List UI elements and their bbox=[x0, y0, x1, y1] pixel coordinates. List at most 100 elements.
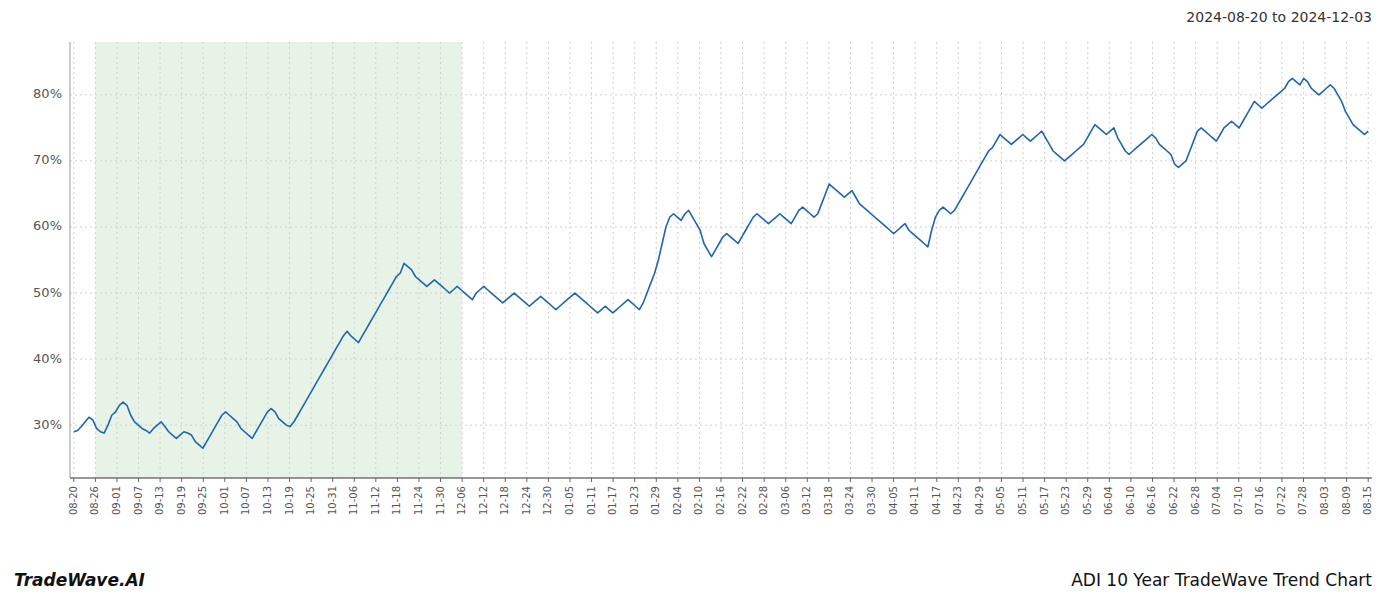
x-tick-label: 06-22 bbox=[1168, 486, 1179, 515]
x-tick bbox=[1130, 478, 1131, 482]
x-tick bbox=[1109, 478, 1110, 482]
x-grid-line bbox=[1087, 42, 1088, 478]
x-tick-label: 02-10 bbox=[693, 486, 704, 515]
x-tick bbox=[1368, 478, 1369, 482]
x-grid-line bbox=[1066, 42, 1067, 478]
x-tick-label: 12-06 bbox=[456, 486, 467, 515]
x-grid-line bbox=[95, 42, 96, 478]
x-tick-label: 05-11 bbox=[1017, 486, 1028, 515]
x-tick-label: 07-10 bbox=[1233, 486, 1244, 515]
x-tick bbox=[1152, 478, 1153, 482]
y-tick-label: 50% bbox=[33, 285, 62, 300]
x-grid-line bbox=[828, 42, 829, 478]
x-grid-line bbox=[1174, 42, 1175, 478]
grid bbox=[70, 42, 1372, 478]
x-tick-label: 08-26 bbox=[89, 486, 100, 515]
x-tick-label: 06-28 bbox=[1190, 486, 1201, 515]
y-tick-label: 60% bbox=[33, 218, 62, 233]
x-tick-label: 02-16 bbox=[715, 486, 726, 515]
x-tick bbox=[289, 478, 290, 482]
x-tick bbox=[1087, 478, 1088, 482]
x-grid-line bbox=[569, 42, 570, 478]
x-tick bbox=[418, 478, 419, 482]
x-tick-label: 06-04 bbox=[1103, 486, 1114, 515]
x-tick bbox=[1023, 478, 1024, 482]
x-tick bbox=[1044, 478, 1045, 482]
x-tick bbox=[1303, 478, 1304, 482]
x-tick bbox=[160, 478, 161, 482]
x-grid-line bbox=[656, 42, 657, 478]
x-tick-label: 11-24 bbox=[413, 486, 424, 515]
x-tick bbox=[1346, 478, 1347, 482]
x-tick-label: 03-18 bbox=[823, 486, 834, 515]
x-tick-label: 08-15 bbox=[1362, 486, 1373, 515]
x-tick-label: 09-19 bbox=[176, 486, 187, 515]
x-grid-line bbox=[483, 42, 484, 478]
x-tick bbox=[73, 478, 74, 482]
line bbox=[74, 78, 1368, 448]
x-tick bbox=[1260, 478, 1261, 482]
x-grid-line bbox=[677, 42, 678, 478]
x-tick-label: 03-24 bbox=[844, 486, 855, 515]
x-tick-label: 04-11 bbox=[909, 486, 920, 515]
x-grid-line bbox=[1303, 42, 1304, 478]
x-tick bbox=[807, 478, 808, 482]
x-tick bbox=[224, 478, 225, 482]
x-tick-label: 06-10 bbox=[1125, 486, 1136, 515]
x-grid-line bbox=[764, 42, 765, 478]
x-grid-line bbox=[1044, 42, 1045, 478]
y-grid-line bbox=[70, 160, 1372, 161]
x-tick-label: 12-18 bbox=[499, 486, 510, 515]
x-tick-label: 07-04 bbox=[1211, 486, 1222, 515]
x-grid-line bbox=[548, 42, 549, 478]
x-grid-line bbox=[332, 42, 333, 478]
x-tick-label: 12-12 bbox=[478, 486, 489, 515]
x-tick bbox=[613, 478, 614, 482]
x-tick bbox=[267, 478, 268, 482]
x-grid-line bbox=[721, 42, 722, 478]
x-tick bbox=[721, 478, 722, 482]
x-grid-line bbox=[807, 42, 808, 478]
x-grid-line bbox=[634, 42, 635, 478]
x-tick-label: 08-09 bbox=[1341, 486, 1352, 515]
x-grid-line bbox=[397, 42, 398, 478]
x-grid-line bbox=[160, 42, 161, 478]
x-tick bbox=[505, 478, 506, 482]
x-tick bbox=[850, 478, 851, 482]
x-tick-label: 04-29 bbox=[974, 486, 985, 515]
x-tick-label: 04-05 bbox=[888, 486, 899, 515]
x-tick-label: 11-18 bbox=[391, 486, 402, 515]
x-tick bbox=[354, 478, 355, 482]
x-grid-line bbox=[915, 42, 916, 478]
x-grid-line bbox=[138, 42, 139, 478]
title: ADI 10 Year TradeWave Trend Chart bbox=[1071, 570, 1372, 590]
x-tick-label: 06-16 bbox=[1146, 486, 1157, 515]
x-tick-label: 09-07 bbox=[133, 486, 144, 515]
x-tick-label: 07-16 bbox=[1254, 486, 1265, 515]
y-grid-line bbox=[70, 94, 1372, 95]
x-grid-line bbox=[1325, 42, 1326, 478]
x-grid-line bbox=[311, 42, 312, 478]
x-tick-label: 11-06 bbox=[348, 486, 359, 515]
x-tick bbox=[397, 478, 398, 482]
x-grid-line bbox=[246, 42, 247, 478]
x-tick bbox=[332, 478, 333, 482]
y-axis-line bbox=[70, 42, 71, 478]
x-tick-label: 07-22 bbox=[1276, 486, 1287, 515]
x-tick bbox=[311, 478, 312, 482]
x-tick bbox=[1281, 478, 1282, 482]
x-tick-label: 07-28 bbox=[1297, 486, 1308, 515]
x-tick-label: 03-30 bbox=[866, 486, 877, 515]
y-grid-line bbox=[70, 425, 1372, 426]
x-tick bbox=[872, 478, 873, 482]
x-grid-line bbox=[1023, 42, 1024, 478]
x-tick-label: 10-01 bbox=[219, 486, 230, 515]
x-tick-label: 04-23 bbox=[952, 486, 963, 515]
x-grid-line bbox=[418, 42, 419, 478]
x-tick bbox=[958, 478, 959, 482]
x-grid-line bbox=[1281, 42, 1282, 478]
x-tick bbox=[569, 478, 570, 482]
x-tick-label: 02-04 bbox=[672, 486, 683, 515]
x-tick bbox=[181, 478, 182, 482]
x-tick bbox=[785, 478, 786, 482]
